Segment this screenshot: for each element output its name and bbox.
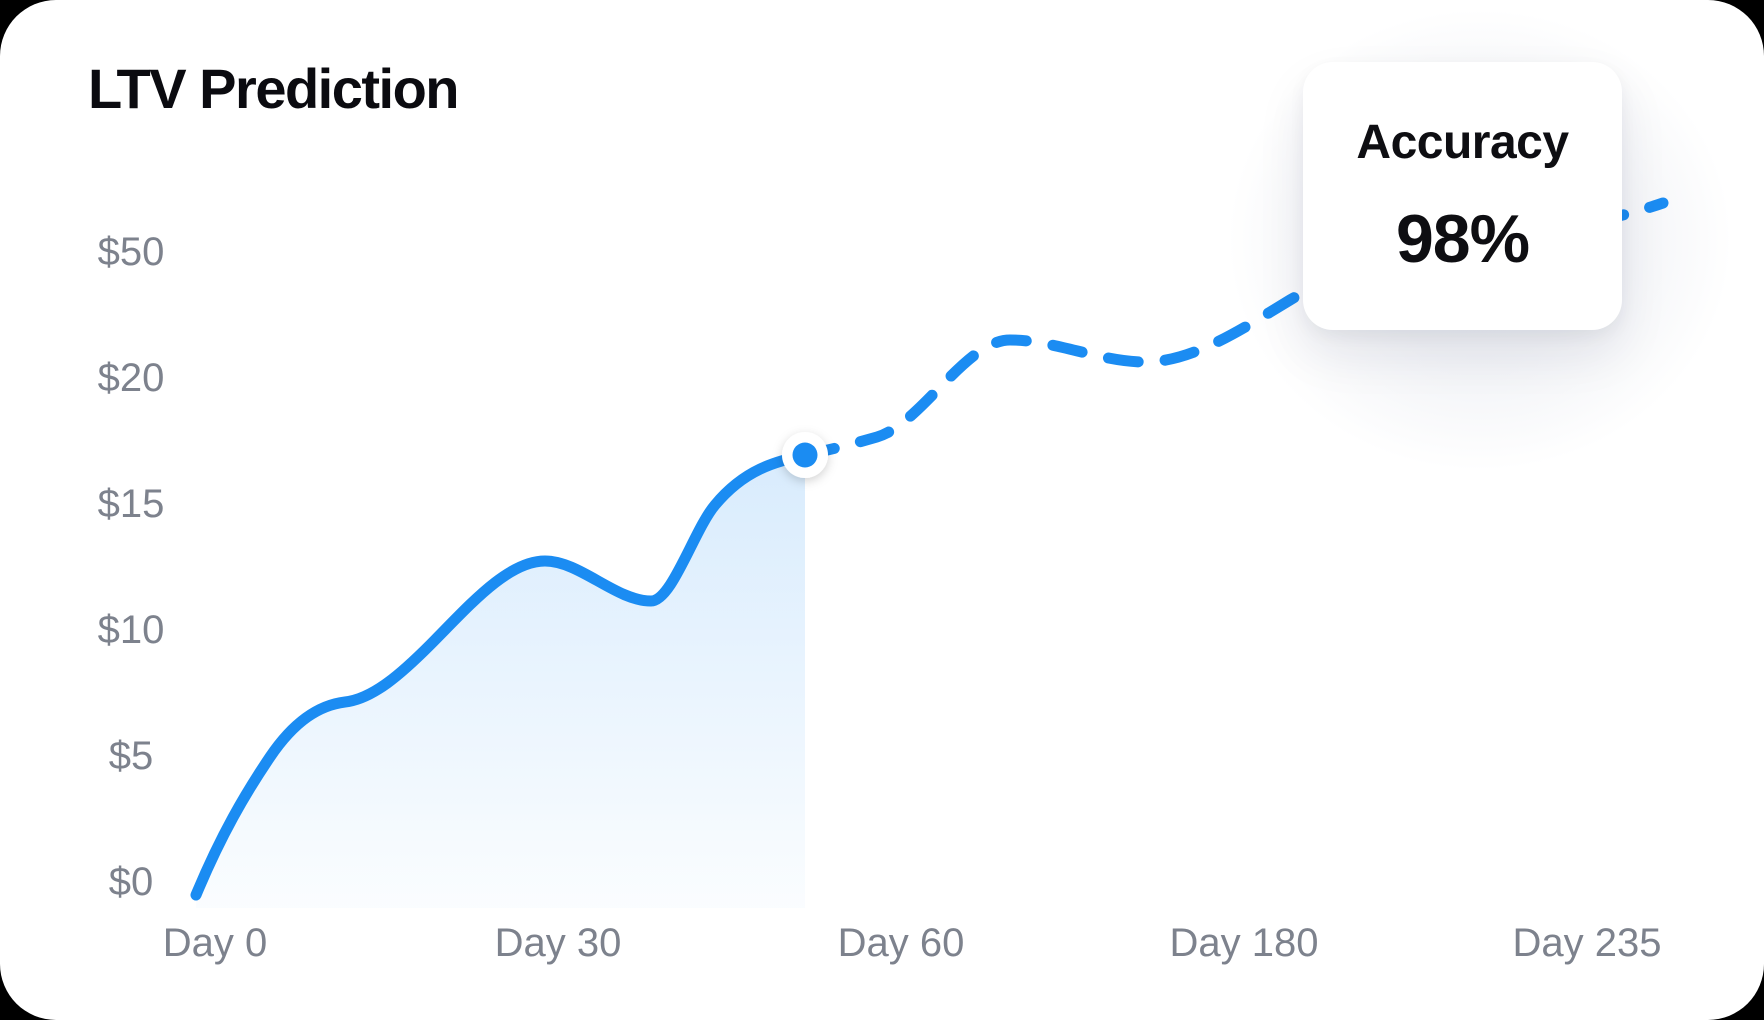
y-axis-label-50: $50 xyxy=(97,230,165,274)
x-axis-label-day30: Day 30 xyxy=(494,921,622,965)
observed-line xyxy=(190,449,811,901)
prediction-marker xyxy=(782,432,828,478)
x-axis-label-day60: Day 60 xyxy=(837,921,965,965)
prediction-marker-dot xyxy=(792,442,818,468)
page-title: LTV Prediction xyxy=(88,57,460,120)
y-axis-label-15: $15 xyxy=(97,482,165,526)
observed-area-fill xyxy=(196,455,805,908)
accuracy-card: Accuracy 98% xyxy=(1303,62,1622,330)
accuracy-card-label: Accuracy xyxy=(1356,115,1569,169)
x-axis-label-day235: Day 235 xyxy=(1512,921,1662,965)
accuracy-card-value: 98% xyxy=(1395,200,1530,277)
y-axis-label-10: $10 xyxy=(97,608,165,652)
x-axis-label-day0: Day 0 xyxy=(162,921,268,965)
y-axis-label-5: $5 xyxy=(108,734,154,778)
y-axis-label-20: $20 xyxy=(97,356,165,400)
y-axis-label-0: $0 xyxy=(108,860,154,904)
x-axis-label-day180: Day 180 xyxy=(1169,921,1319,965)
